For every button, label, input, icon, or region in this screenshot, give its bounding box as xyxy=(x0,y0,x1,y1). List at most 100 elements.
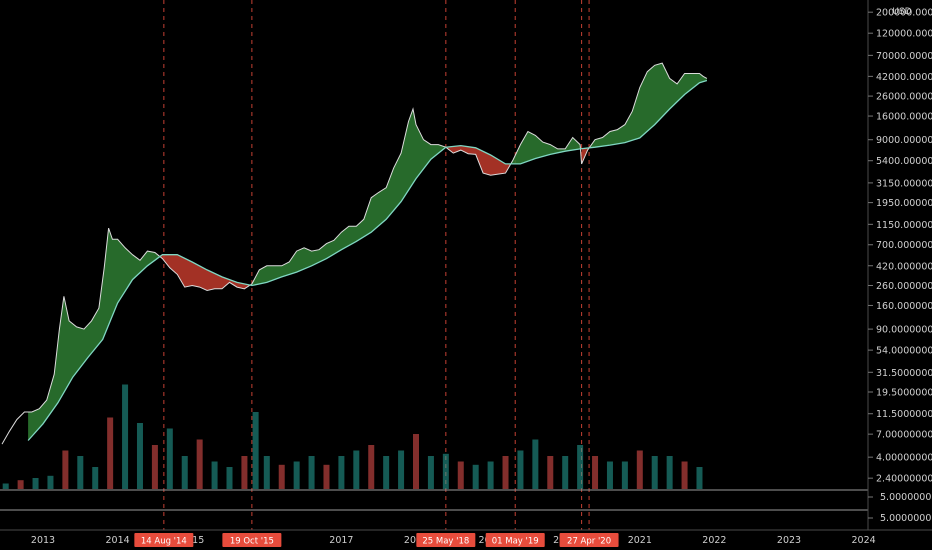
volume-bar-41 xyxy=(606,461,613,489)
volume-bar-33 xyxy=(487,461,494,489)
volume-bar-3 xyxy=(47,475,54,489)
volume-bar-13 xyxy=(196,439,203,489)
time-tick-label-10: 2023 xyxy=(777,535,801,546)
indicator-axis-ticks: 5.00000000 5.00000000 xyxy=(868,492,932,524)
volume-bar-4 xyxy=(62,450,69,489)
price-tick-label-9: 1950.00000000 xyxy=(876,198,932,209)
moving-average-line xyxy=(27,79,708,441)
volume-bars xyxy=(2,384,703,489)
volume-bar-18 xyxy=(263,456,270,489)
ma-band-fills xyxy=(28,63,707,441)
price-tick-label-12: 420.00000000 xyxy=(876,261,932,272)
volume-bar-25 xyxy=(368,445,375,489)
volume-bar-6 xyxy=(92,467,99,489)
volume-bar-34 xyxy=(502,456,509,489)
event-label-box-3 xyxy=(485,533,545,547)
volume-bar-46 xyxy=(681,461,688,489)
price-tick-label-1: 120000.00000000 xyxy=(876,29,932,40)
time-tick-label-1: 2014 xyxy=(106,535,130,546)
event-label-text-2: 25 May '18 xyxy=(422,537,469,547)
band-fill-0 xyxy=(28,228,161,441)
volume-bar-20 xyxy=(293,461,300,489)
price-tick-label-13: 260.00000000 xyxy=(876,281,932,292)
volume-bar-15 xyxy=(226,467,233,489)
band-fill-1 xyxy=(160,254,251,291)
volume-bar-47 xyxy=(696,467,703,489)
volume-bar-17 xyxy=(252,412,259,489)
volume-bar-27 xyxy=(398,450,405,489)
volume-bar-38 xyxy=(562,456,569,489)
time-tick-label-4: 2017 xyxy=(329,535,353,546)
event-label-text-1: 19 Oct '15 xyxy=(230,537,274,547)
volume-bar-22 xyxy=(323,464,330,489)
volume-bar-37 xyxy=(547,456,554,489)
volume-bar-42 xyxy=(621,461,628,489)
volume-bar-21 xyxy=(308,456,315,489)
price-tick-label-21: 4.00000000 xyxy=(876,453,932,464)
volume-bar-26 xyxy=(383,456,390,489)
price-tick-label-4: 26000.00000000 xyxy=(876,92,932,103)
band-fill-6 xyxy=(590,63,707,148)
price-tick-label-5: 16000.00000000 xyxy=(876,112,932,123)
time-tick-label-11: 2024 xyxy=(852,535,876,546)
volume-bar-9 xyxy=(136,423,143,489)
event-label-box-2 xyxy=(416,533,476,547)
volume-bar-39 xyxy=(577,445,584,489)
volume-bar-14 xyxy=(211,461,218,489)
volume-bar-43 xyxy=(636,450,643,489)
price-tick-label-11: 700.00000000 xyxy=(876,240,932,251)
price-tick-label-15: 90.00000000 xyxy=(876,325,932,336)
volume-bar-5 xyxy=(77,456,84,489)
event-label-text-5: 27 Apr '20 xyxy=(567,537,611,547)
price-tick-label-16: 54.00000000 xyxy=(876,346,932,357)
volume-bar-45 xyxy=(666,456,673,489)
price-tick-label-19: 11.50000000 xyxy=(876,409,932,420)
volume-bar-10 xyxy=(151,445,158,489)
price-tick-label-17: 31.50000000 xyxy=(876,368,932,379)
price-tick-label-0: 200000.00000000 xyxy=(876,8,932,19)
band-fill-5 xyxy=(581,147,591,164)
price-tick-label-20: 7.00000000 xyxy=(876,430,932,441)
volume-bar-7 xyxy=(107,417,114,489)
price-tick-label-6: 9000.00000000 xyxy=(876,135,932,146)
volume-bar-40 xyxy=(592,456,599,489)
volume-bar-29 xyxy=(427,456,434,489)
price-tick-label-18: 19.50000000 xyxy=(876,388,932,399)
indicator-tick-label-1: 5.00000000 xyxy=(880,513,932,524)
volume-bar-23 xyxy=(338,456,345,489)
event-label-box-1 xyxy=(222,533,282,547)
time-tick-label-9: 2022 xyxy=(702,535,726,546)
price-tick-label-2: 70000.00000000 xyxy=(876,51,932,62)
volume-bar-1 xyxy=(17,480,24,489)
event-label-box-0 xyxy=(134,533,194,547)
price-tick-label-3: 42000.00000000 xyxy=(876,72,932,83)
volume-bar-31 xyxy=(457,461,464,489)
volume-bar-24 xyxy=(353,450,360,489)
volume-bar-32 xyxy=(472,464,479,489)
event-label-text-3: 01 May '19 xyxy=(492,537,539,547)
price-tick-label-7: 5400.00000000 xyxy=(876,156,932,167)
volume-bar-16 xyxy=(241,456,248,489)
price-axis-ticks: 200000.00000000 120000.00000000 70000.0000… xyxy=(868,8,932,485)
volume-bar-2 xyxy=(32,478,39,489)
event-lines xyxy=(163,0,590,530)
price-tick-label-10: 1150.00000000 xyxy=(876,220,932,231)
event-label-box-5 xyxy=(559,533,619,547)
volume-bar-19 xyxy=(278,464,285,489)
volume-bar-30 xyxy=(442,453,449,489)
event-label-text-0: 14 Aug '14 xyxy=(141,537,187,547)
event-labels: 14 Aug '14 19 Oct '15 25 May '18 01 May '19… xyxy=(134,533,619,547)
time-tick-label-5: 2018 xyxy=(404,535,428,546)
price-tick-label-14: 160.00000000 xyxy=(876,301,932,312)
price-tick-label-22: 2.40000000 xyxy=(876,474,932,485)
band-fill-4 xyxy=(511,131,582,164)
price-tick-label-8: 3150.00000000 xyxy=(876,178,932,189)
time-tick-label-8: 2021 xyxy=(628,535,652,546)
band-fill-2 xyxy=(250,109,448,286)
volume-bar-28 xyxy=(413,434,419,489)
indicator-tick-label-0: 5.00000000 xyxy=(880,492,932,503)
volume-bar-36 xyxy=(532,439,539,489)
volume-bar-8 xyxy=(122,384,129,489)
price-axis-currency: USD xyxy=(892,7,911,17)
